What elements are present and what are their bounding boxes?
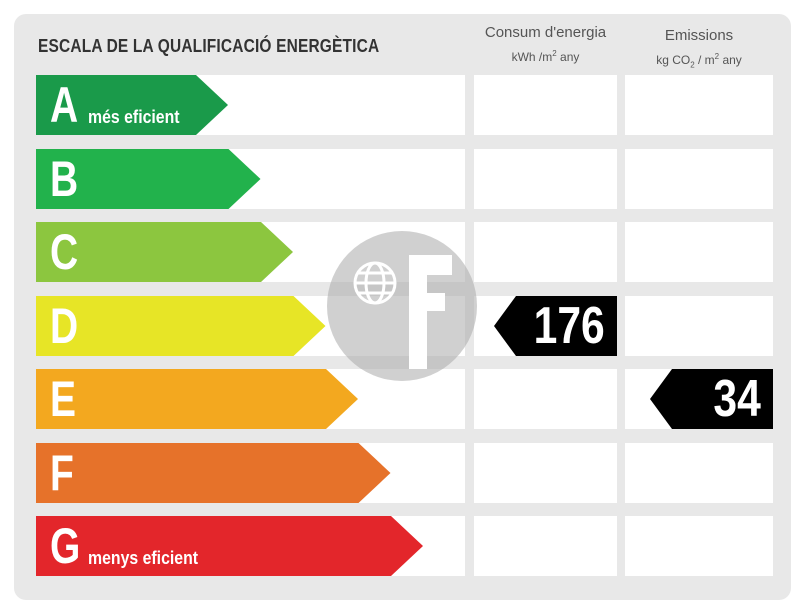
emissions-value: 34 — [713, 370, 761, 428]
rating-arrow-f: F — [36, 443, 391, 503]
emissions-cell — [625, 516, 773, 576]
consumption-cell — [474, 369, 617, 429]
consumption-cell — [474, 443, 617, 503]
emissions-value-badge: 34 — [650, 369, 773, 429]
rating-arrow-b: B — [36, 149, 261, 209]
consumption-cell — [474, 75, 617, 135]
emissions-header: Emissions kg CO2 / m2 any — [625, 27, 773, 73]
rating-arrow-e: E — [36, 369, 358, 429]
watermark-logo — [327, 231, 477, 381]
rating-letter: G — [50, 518, 81, 574]
consumption-cell — [474, 222, 617, 282]
emissions-cell — [625, 222, 773, 282]
rating-letter: A — [50, 77, 79, 133]
emissions-cell — [625, 149, 773, 209]
rating-letter: B — [50, 151, 79, 207]
consumption-cell — [474, 149, 617, 209]
rating-arrow-d: D — [36, 296, 326, 356]
rating-letter: F — [50, 445, 74, 501]
rating-label: més eficient — [88, 107, 180, 127]
page-title: ESCALA DE LA QUALIFICACIÓ ENERGÈTICA — [38, 36, 380, 56]
consumption-title: Consum d'energia — [484, 24, 607, 41]
consumption-cell — [474, 516, 617, 576]
emissions-cell — [625, 296, 773, 356]
consumption-value-badge: 176 — [494, 296, 617, 356]
rating-letter: C — [50, 224, 79, 280]
emissions-cell — [625, 443, 773, 503]
emissions-title: Emissions — [664, 27, 734, 44]
rating-label: menys eficient — [88, 548, 199, 568]
consumption-value: 176 — [533, 297, 605, 355]
consumption-header: Consum d'energia kWh /m2 any — [474, 24, 617, 65]
rating-letter: E — [50, 371, 77, 427]
consumption-unit: kWh /m2 any — [511, 49, 580, 64]
emissions-cell — [625, 75, 773, 135]
globe-logo-icon — [353, 255, 452, 369]
emissions-unit: kg CO2 / m2 any — [656, 52, 742, 70]
rating-letter: D — [50, 298, 79, 354]
rating-arrow-c: C — [36, 222, 293, 282]
